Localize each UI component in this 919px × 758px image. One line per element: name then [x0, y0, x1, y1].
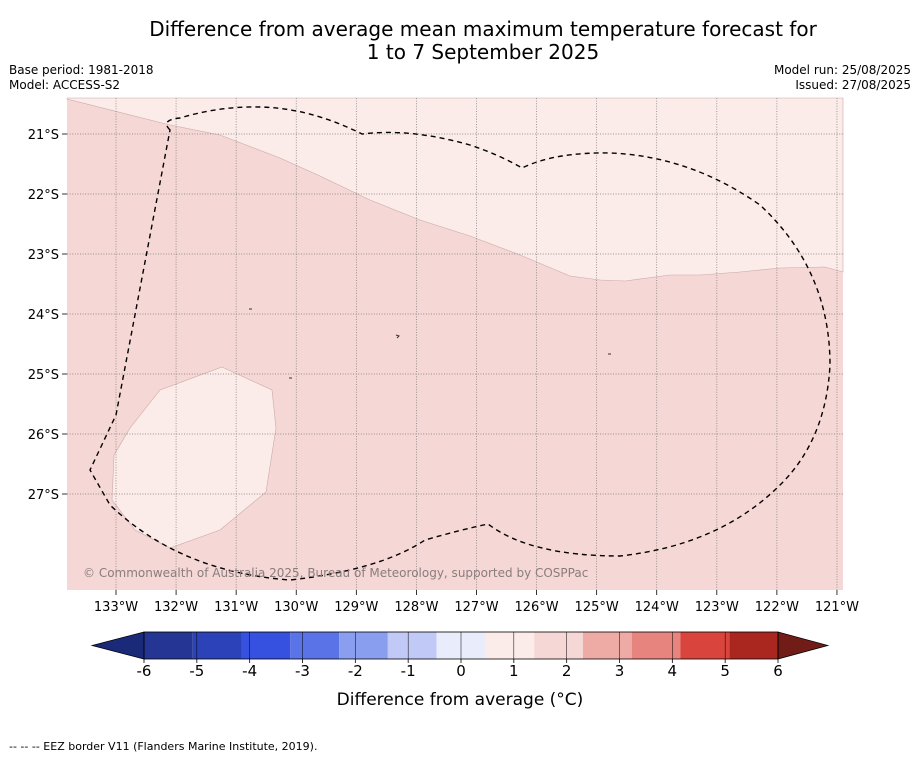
meta-right: Model run: 25/08/2025 Issued: 27/08/2025	[774, 63, 911, 93]
lon-label: 121°W	[815, 600, 859, 615]
lat-label: 22°S	[28, 188, 59, 203]
colorbar-tick-label: -2	[348, 662, 363, 680]
lon-label: 125°W	[575, 600, 619, 615]
colorbar-tick-label: 6	[773, 662, 783, 680]
colorbar-segment	[339, 632, 388, 659]
colorbar-segment	[192, 632, 242, 659]
colorbar-segment	[631, 632, 681, 659]
lat-label: 24°S	[28, 308, 59, 323]
colorbar-segment	[680, 632, 730, 659]
title-line-1: Difference from average mean maximum tem…	[149, 17, 817, 41]
longitude-labels: 133°W 132°W 131°W 130°W 129°W 128°W 127°W 126°W…	[94, 590, 859, 615]
colorbar-tick-labels: -6 -5 -4 -3 -2 -1 0 1 2 3 4 5 6	[137, 659, 783, 680]
colorbar-tick-label: -1	[401, 662, 416, 680]
colorbar-tick-label: 0	[456, 662, 466, 680]
colorbar-under-arrow	[90, 631, 145, 660]
lat-label: 25°S	[28, 368, 59, 383]
issued-text: Issued: 27/08/2025	[795, 78, 911, 92]
colorbar	[90, 631, 830, 660]
colorbar-tick-label: -3	[295, 662, 310, 680]
colorbar-label: Difference from average (°C)	[337, 690, 584, 710]
lon-label: 124°W	[635, 600, 679, 615]
speckle-marks	[249, 308, 611, 379]
copyright-text: © Commonwealth of Australia 2025, Bureau…	[83, 566, 588, 580]
latitude-labels: 21°S 22°S 23°S 24°S 25°S 26°S 27°S	[28, 128, 67, 503]
lon-label: 130°W	[274, 600, 318, 615]
colorbar-tick-label: -6	[137, 662, 152, 680]
zone-0-to-1-north	[66, 97, 844, 282]
lon-label: 126°W	[514, 600, 558, 615]
gridlines	[67, 98, 843, 590]
colorbar-segment	[241, 632, 291, 659]
colorbar-tick-label: 5	[720, 662, 730, 680]
eez-footnote: -- -- -- EEZ border V11 (Flanders Marine…	[9, 740, 318, 753]
lon-label: 132°W	[154, 600, 198, 615]
model-run-text: Model run: 25/08/2025	[773, 63, 911, 77]
colorbar-tick-label: -5	[189, 662, 204, 680]
lon-label: 122°W	[755, 600, 799, 615]
colorbar-tick-label: -4	[242, 662, 257, 680]
colorbar-over-arrow	[777, 631, 830, 660]
lon-label: 131°W	[214, 600, 258, 615]
lon-label: 123°W	[695, 600, 739, 615]
eez-border	[89, 106, 831, 581]
lon-label: 129°W	[334, 600, 378, 615]
lat-label: 23°S	[28, 248, 59, 263]
meta-left: Base period: 1981-2018 Model: ACCESS-S2	[9, 63, 154, 93]
lon-label: 127°W	[454, 600, 498, 615]
colorbar-segment	[582, 632, 632, 659]
colorbar-tick-label: 1	[509, 662, 519, 680]
forecast-map: © Commonwealth of Australia 2025, Bureau…	[28, 97, 859, 710]
map-title: Difference from average mean maximum tem…	[0, 18, 919, 64]
colorbar-segment	[144, 632, 193, 659]
colorbar-tick-label: 4	[668, 662, 678, 680]
lon-label: 128°W	[394, 600, 438, 615]
lat-label: 27°S	[28, 488, 59, 503]
lat-label: 21°S	[28, 128, 59, 143]
title-line-2: 1 to 7 September 2025	[366, 40, 600, 64]
model-text: Model: ACCESS-S2	[9, 78, 121, 92]
colorbar-tick-label: 2	[562, 662, 572, 680]
lat-label: 26°S	[28, 428, 59, 443]
lon-label: 133°W	[94, 600, 138, 615]
colorbar-segment	[485, 632, 535, 659]
zone-0-to-1-southwest	[111, 366, 277, 549]
base-period-text: Base period: 1981-2018	[9, 63, 154, 77]
colorbar-segment	[387, 632, 437, 659]
colorbar-segment	[534, 632, 583, 659]
colorbar-segment	[729, 632, 778, 659]
colorbar-tick-label: 3	[615, 662, 625, 680]
colorbar-segment	[290, 632, 340, 659]
